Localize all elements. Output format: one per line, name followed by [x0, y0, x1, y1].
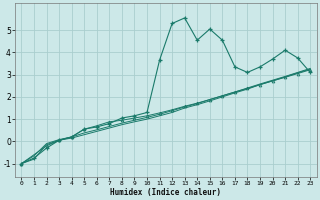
X-axis label: Humidex (Indice chaleur): Humidex (Indice chaleur) [110, 188, 221, 197]
